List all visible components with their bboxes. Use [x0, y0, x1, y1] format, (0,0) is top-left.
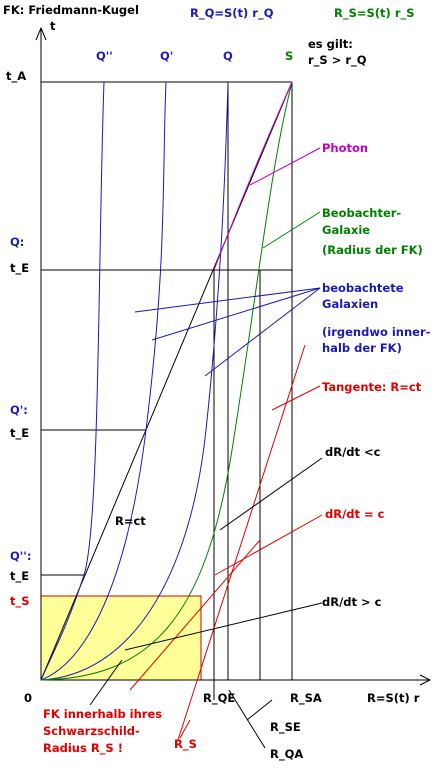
title: FK: Friedmann-Kugel: [3, 3, 139, 17]
t-label-tE-q: t_E: [10, 261, 29, 276]
x-tick-rse: R_SE: [270, 720, 301, 735]
time-reference-lines: [41, 81, 292, 576]
pointer-slope-eq: [214, 514, 323, 576]
t-axis-arrow: [35, 26, 47, 41]
pointer-observed-1: [134, 287, 321, 313]
pointer-fk: [89, 659, 123, 706]
pointer-rs: [179, 719, 191, 739]
pointer-rse: [246, 699, 273, 721]
origin-label: 0: [24, 691, 32, 705]
annotation-observer-2: Galaxie: [322, 223, 370, 237]
curve-label-q: Q: [223, 49, 233, 63]
pointer-rqa: [228, 689, 266, 749]
worldline-q2: [40, 81, 105, 681]
t-label-tA: t_A: [6, 69, 26, 84]
x-tick-rsa: R_SA: [290, 691, 322, 706]
pointer-lines: [89, 147, 323, 749]
t-label-q1-marker: Q':: [10, 403, 28, 417]
formula-rq: R_Q=S(t) r_Q: [190, 6, 274, 21]
t-axis-label: t: [50, 19, 56, 33]
annotation-slope-eq: dR/dt = c: [325, 507, 385, 521]
tangent-1: [177, 344, 306, 741]
x-tick-rqa: R_QA: [270, 747, 303, 762]
annotation-observed-3: (irgendwo inner-: [322, 325, 431, 339]
galaxy-worldlines: [40, 81, 229, 681]
annotation-r-ct: R=ct: [115, 514, 146, 528]
condition-line-2: r_S > r_Q: [308, 53, 367, 68]
r-axis-label: R=S(t) r: [367, 691, 420, 705]
annotation-fk-2: Schwarzschild-: [43, 724, 140, 738]
axes: [35, 26, 432, 686]
x-tick-rs: R_S: [174, 737, 197, 752]
condition-line-1: es gilt:: [308, 37, 353, 51]
t-label-q-marker: Q:: [10, 235, 24, 249]
annotation-observed-4: halb der FK): [322, 341, 402, 355]
annotation-observed-2: Galaxien: [322, 297, 378, 311]
pointer-slope-lt: [219, 457, 323, 531]
annotation-fk-3: Radius R_S !: [43, 741, 123, 756]
annotation-photon: Photon: [322, 141, 368, 155]
pointer-photon: [249, 147, 321, 186]
t-label-tE-q1: t_E: [10, 426, 29, 441]
annotation-slope-lt: dR/dt <c: [325, 445, 381, 459]
annotation-fk-1: FK innerhalb ihres: [43, 707, 162, 721]
formula-rs: R_S=S(t) r_S: [334, 6, 415, 21]
x-tick-rqe: R_QE: [203, 691, 235, 706]
pointer-observed-2: [151, 287, 321, 341]
pointer-observed-3: [204, 287, 321, 377]
t-label-tE-q2: t_E: [10, 569, 29, 584]
annotation-observer-1: Beobachter-: [322, 206, 401, 220]
light-line-r-ct: [40, 81, 293, 681]
annotation-tangent: Tangente: R=ct: [322, 380, 422, 394]
tangent-lines: [129, 344, 306, 741]
worldline-q1: [40, 81, 167, 681]
curve-label-s: S: [285, 49, 293, 63]
annotation-slope-gt: dR/dt > c: [322, 595, 382, 609]
r-axis-arrow: [419, 674, 432, 686]
annotation-observer-3: (Radius der FK): [322, 243, 423, 257]
photon-path: [213, 81, 293, 271]
pointer-tangent: [271, 385, 321, 411]
worldline-observer-s: [40, 81, 293, 681]
curve-label-q1: Q': [160, 49, 173, 63]
t-label-tS: t_S: [10, 594, 30, 609]
annotation-observed-1: beobachtete: [322, 281, 404, 295]
tangent-2: [129, 539, 261, 691]
pointer-observer: [262, 211, 321, 249]
t-label-q2-marker: Q'':: [10, 549, 31, 563]
worldline-q: [40, 81, 229, 681]
pointer-slope-gt: [124, 602, 323, 651]
curve-label-q2: Q'': [96, 49, 113, 63]
